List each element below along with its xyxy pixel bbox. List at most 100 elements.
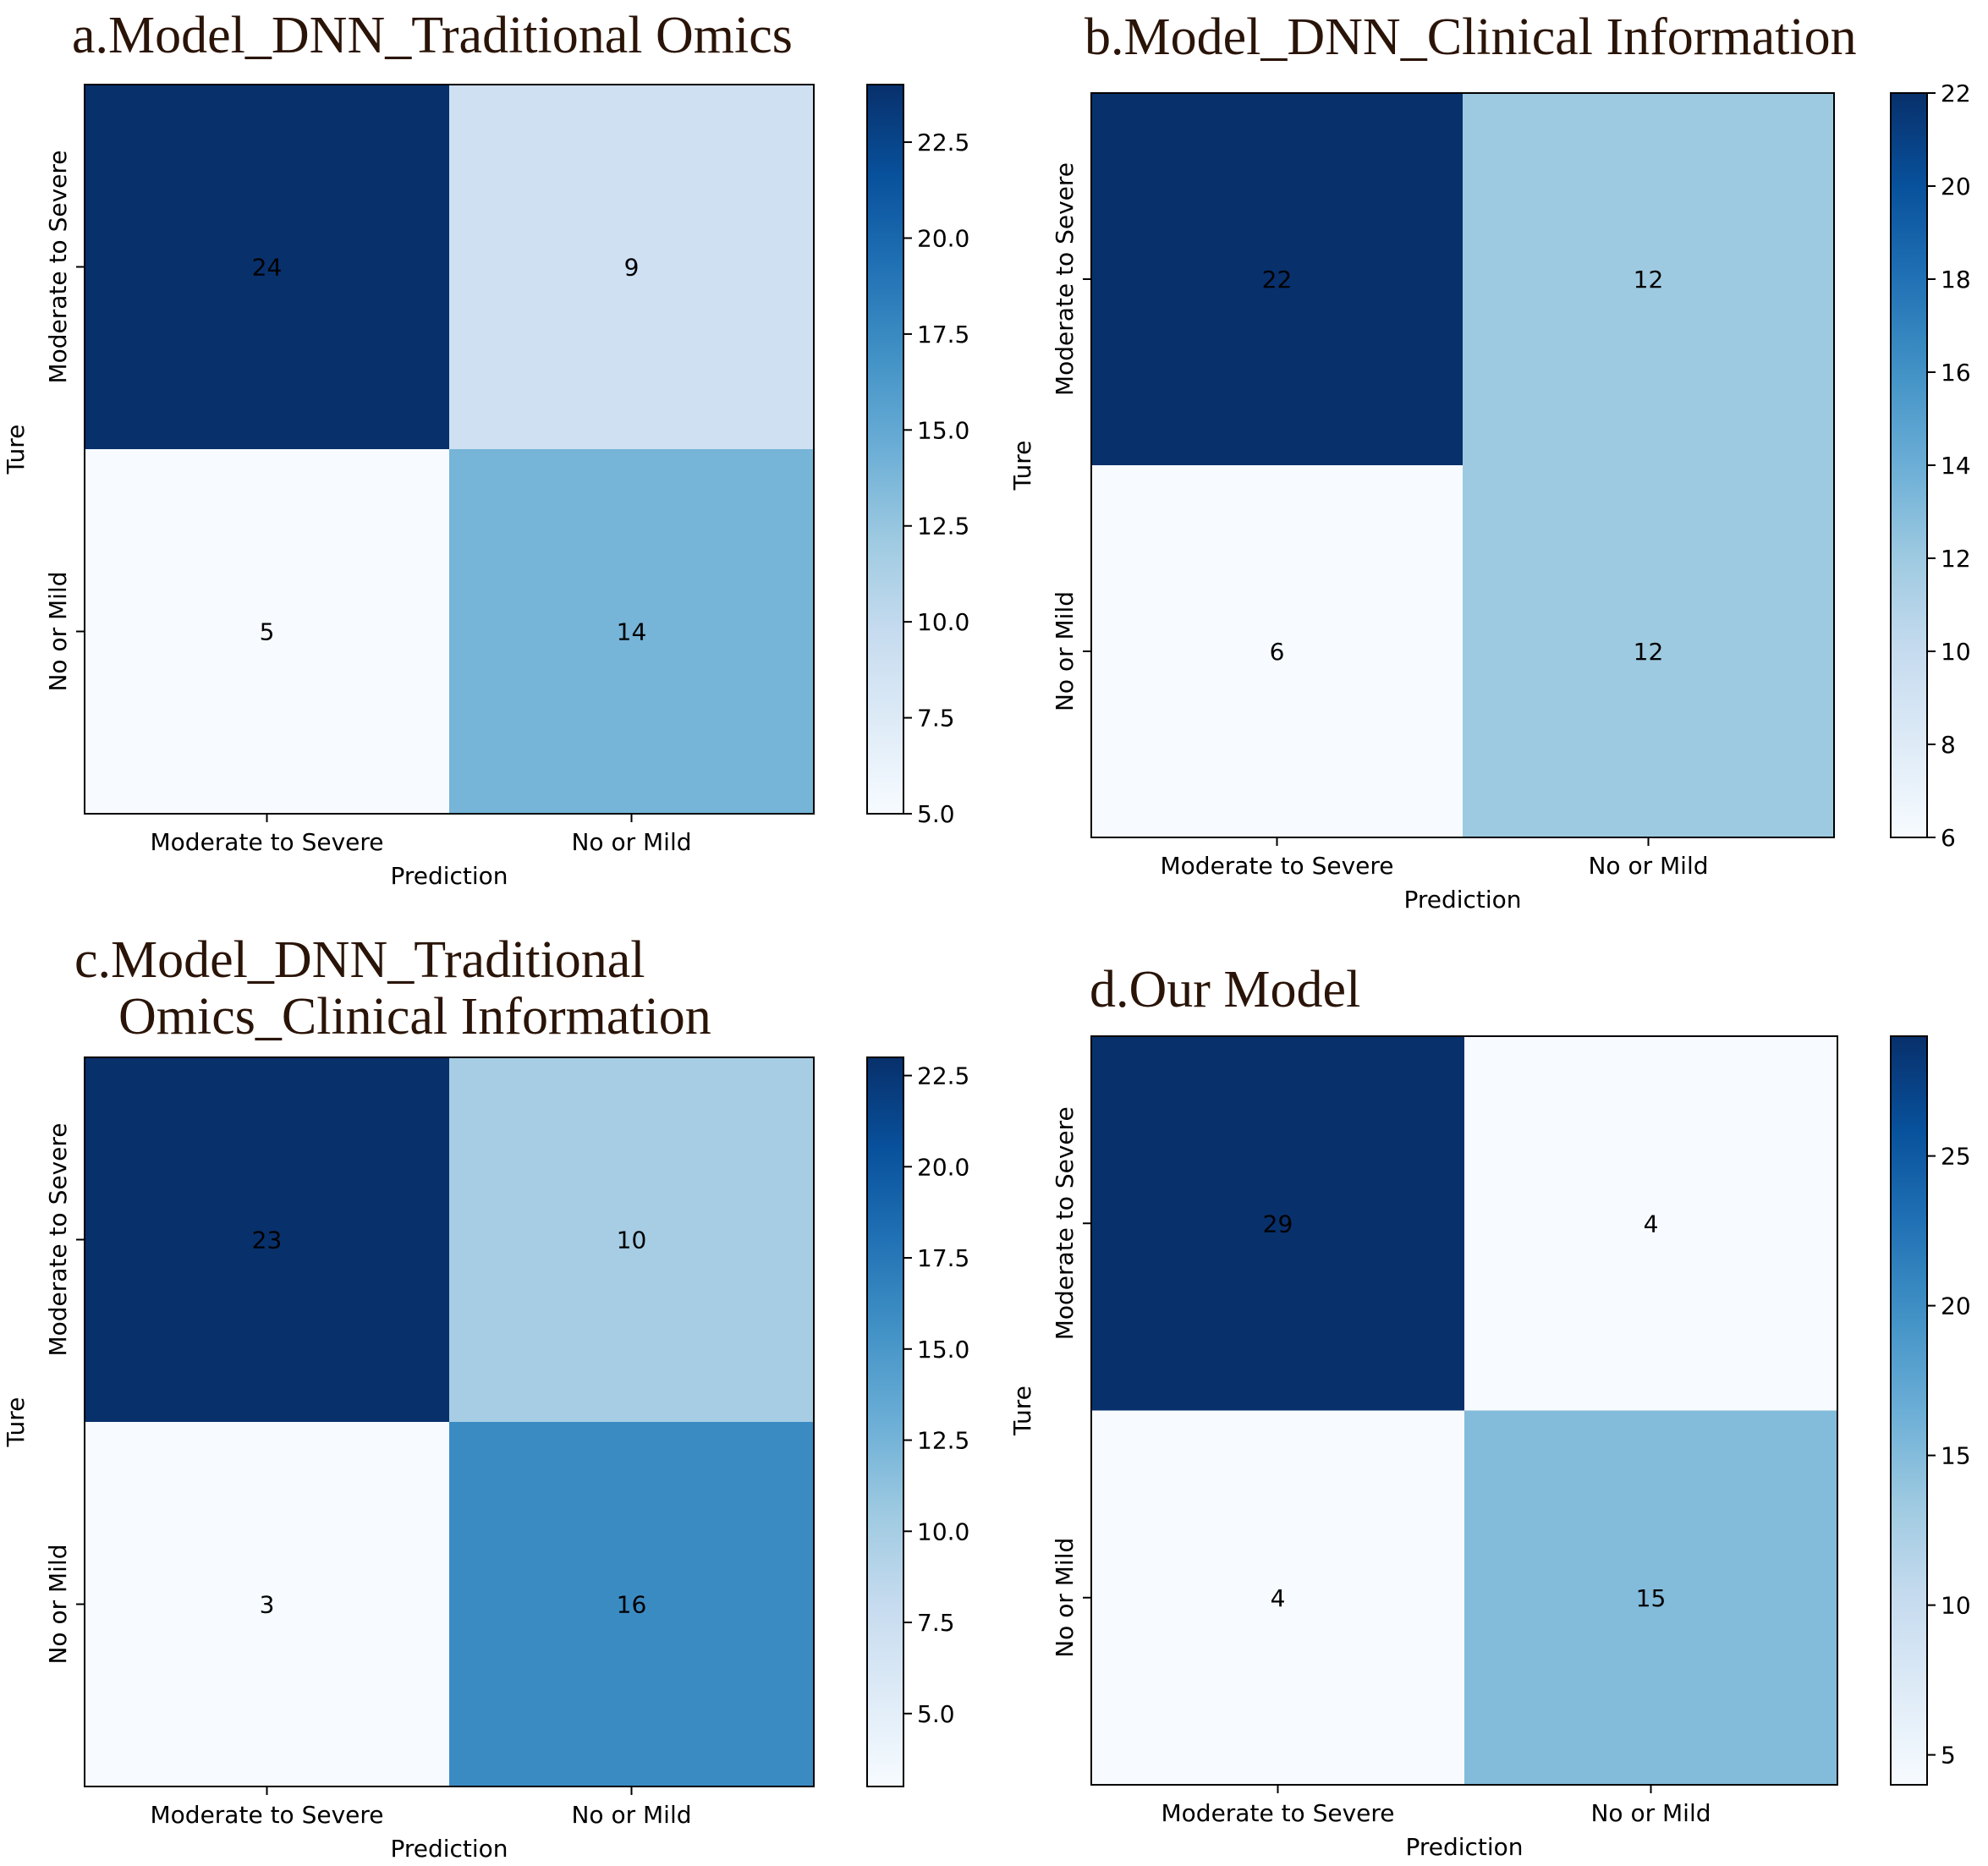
colorbar-tick-label: 10: [1941, 1592, 1971, 1620]
x-axis-label: Prediction: [390, 1835, 508, 1863]
y-tick-label: Moderate to Severe: [44, 1123, 72, 1357]
cell-value-label: 16: [617, 1591, 647, 1619]
y-tick-label: No or Mild: [44, 1544, 72, 1664]
colorbar-tick-label: 7.5: [917, 705, 955, 733]
colorbar-tick-label: 8: [1941, 731, 1956, 759]
colorbar-tick-label: 20: [1941, 1292, 1971, 1320]
heatmap-cell: [449, 1057, 815, 1423]
colorbar-tick-label: 20.0: [917, 1153, 969, 1181]
x-tick-label: Moderate to Severe: [1161, 1799, 1395, 1827]
x-tick-label: No or Mild: [571, 828, 691, 856]
colorbar: [867, 1057, 903, 1786]
colorbar-tick-label: 18: [1941, 266, 1971, 294]
colorbar-frame: [866, 84, 904, 815]
x-tick-label: Moderate to Severe: [151, 1801, 384, 1829]
heatmap-cell: [1463, 465, 1835, 838]
colorbar-tick-label: 17.5: [917, 321, 969, 349]
x-tick-label: No or Mild: [1588, 852, 1708, 880]
cell-value-label: 22: [1262, 266, 1293, 294]
heatmap-cell: [85, 1422, 450, 1787]
heatmap-cell: [85, 1057, 450, 1423]
y-tick-label: No or Mild: [44, 571, 72, 691]
colorbar-tick-label: 5: [1941, 1742, 1956, 1770]
colorbar-tick-label: 5.0: [917, 800, 955, 828]
cell-value-label: 3: [260, 1591, 275, 1619]
colorbar-tick-label: 15.0: [917, 1336, 969, 1364]
panel-b: b.Model_DNN_Clinical Information 22 12 6 12 M…: [1008, 8, 1971, 914]
cell-value-label: 6: [1270, 638, 1285, 666]
cell-value-label: 29: [1263, 1210, 1293, 1238]
panel-title-line: Omics_Clinical Information: [118, 988, 711, 1046]
cell-value-label: 24: [252, 254, 283, 282]
colorbar-tick-label: 12: [1941, 545, 1971, 573]
panel-title-line: b.Model_DNN_Clinical Information: [1085, 8, 1857, 66]
colorbar-tick-label: 15: [1941, 1442, 1971, 1470]
cell-value-label: 15: [1636, 1584, 1667, 1612]
x-tick-label: Moderate to Severe: [151, 828, 384, 856]
plot-frame: [1090, 1035, 1838, 1786]
colorbar-tick-label: 7.5: [917, 1609, 955, 1637]
y-tick-label: Moderate to Severe: [44, 151, 72, 384]
x-axis-label: Prediction: [1403, 886, 1521, 914]
colorbar: [867, 85, 903, 814]
heatmap-cell: [85, 449, 450, 815]
heatmap-cell: [1091, 93, 1464, 466]
panel-title-line: c.Model_DNN_Traditional: [74, 931, 645, 989]
panel-d: d.Our Model 29 4 4 15 Moderate to Severe No or…: [1008, 961, 1971, 1861]
colorbar-tick-label: 10: [1941, 638, 1971, 666]
y-tick-label: No or Mild: [1051, 1538, 1079, 1658]
colorbar-tick-label: 20: [1941, 173, 1971, 200]
colorbar-tick-label: 22.5: [917, 1062, 969, 1090]
heatmap-cell: [1091, 1036, 1465, 1411]
heatmap-cell: [1091, 1410, 1465, 1786]
panel-title-line: a.Model_DNN_Traditional Omics: [72, 7, 793, 64]
y-tick-label: Moderate to Severe: [1051, 1106, 1079, 1340]
cell-value-label: 4: [1644, 1210, 1659, 1238]
y-axis-label: Ture: [2, 1397, 30, 1448]
plot-frame: [1090, 92, 1835, 838]
colorbar-tick-label: 6: [1941, 824, 1956, 852]
plot-frame: [84, 1056, 815, 1787]
colorbar-tick-label: 16: [1941, 359, 1971, 387]
colorbar-tick-label: 12.5: [917, 1427, 969, 1455]
heatmap-cell: [449, 449, 815, 815]
x-tick-label: No or Mild: [1590, 1799, 1711, 1827]
panel-title-line: d.Our Model: [1090, 961, 1360, 1018]
heatmap-cell: [1464, 1410, 1838, 1786]
heatmap-cell: [449, 85, 815, 450]
colorbar-tick-label: 10.0: [917, 1517, 969, 1545]
cell-value-label: 9: [624, 254, 640, 282]
y-axis-label: Ture: [2, 425, 30, 475]
cell-value-label: 23: [252, 1227, 283, 1254]
cell-value-label: 14: [617, 618, 647, 646]
colorbar-tick-label: 15.0: [917, 416, 969, 444]
panel-a: a.Model_DNN_Traditional Omics 24 9 5 14 Moder…: [2, 7, 969, 890]
heatmap-cell: [449, 1422, 815, 1787]
colorbar-tick-label: 5.0: [917, 1700, 955, 1728]
y-axis-label: Ture: [1008, 1386, 1036, 1436]
x-tick-label: Moderate to Severe: [1161, 852, 1394, 880]
colorbar-tick-label: 17.5: [917, 1244, 969, 1272]
x-axis-label: Prediction: [1405, 1833, 1523, 1861]
heatmap-cell: [85, 85, 450, 450]
x-axis-label: Prediction: [390, 862, 508, 890]
y-axis-label: Ture: [1008, 441, 1036, 491]
plot-frame: [84, 84, 815, 815]
colorbar-tick-label: 10.0: [917, 608, 969, 636]
colorbar-tick-label: 25: [1941, 1143, 1971, 1171]
heatmap-cell: [1464, 1036, 1838, 1411]
cell-value-label: 5: [260, 618, 275, 646]
cell-value-label: 4: [1271, 1584, 1286, 1612]
x-tick-label: No or Mild: [571, 1801, 691, 1829]
colorbar-tick-label: 22: [1941, 80, 1971, 107]
heatmap-cell: [1463, 93, 1835, 466]
y-tick-label: No or Mild: [1051, 591, 1079, 711]
heatmap-cell: [1091, 465, 1464, 838]
cell-value-label: 12: [1634, 266, 1664, 294]
colorbar-tick-label: 22.5: [917, 129, 969, 156]
cell-value-label: 10: [617, 1227, 647, 1254]
colorbar-tick-label: 14: [1941, 452, 1971, 480]
colorbar-frame: [1890, 1035, 1928, 1786]
